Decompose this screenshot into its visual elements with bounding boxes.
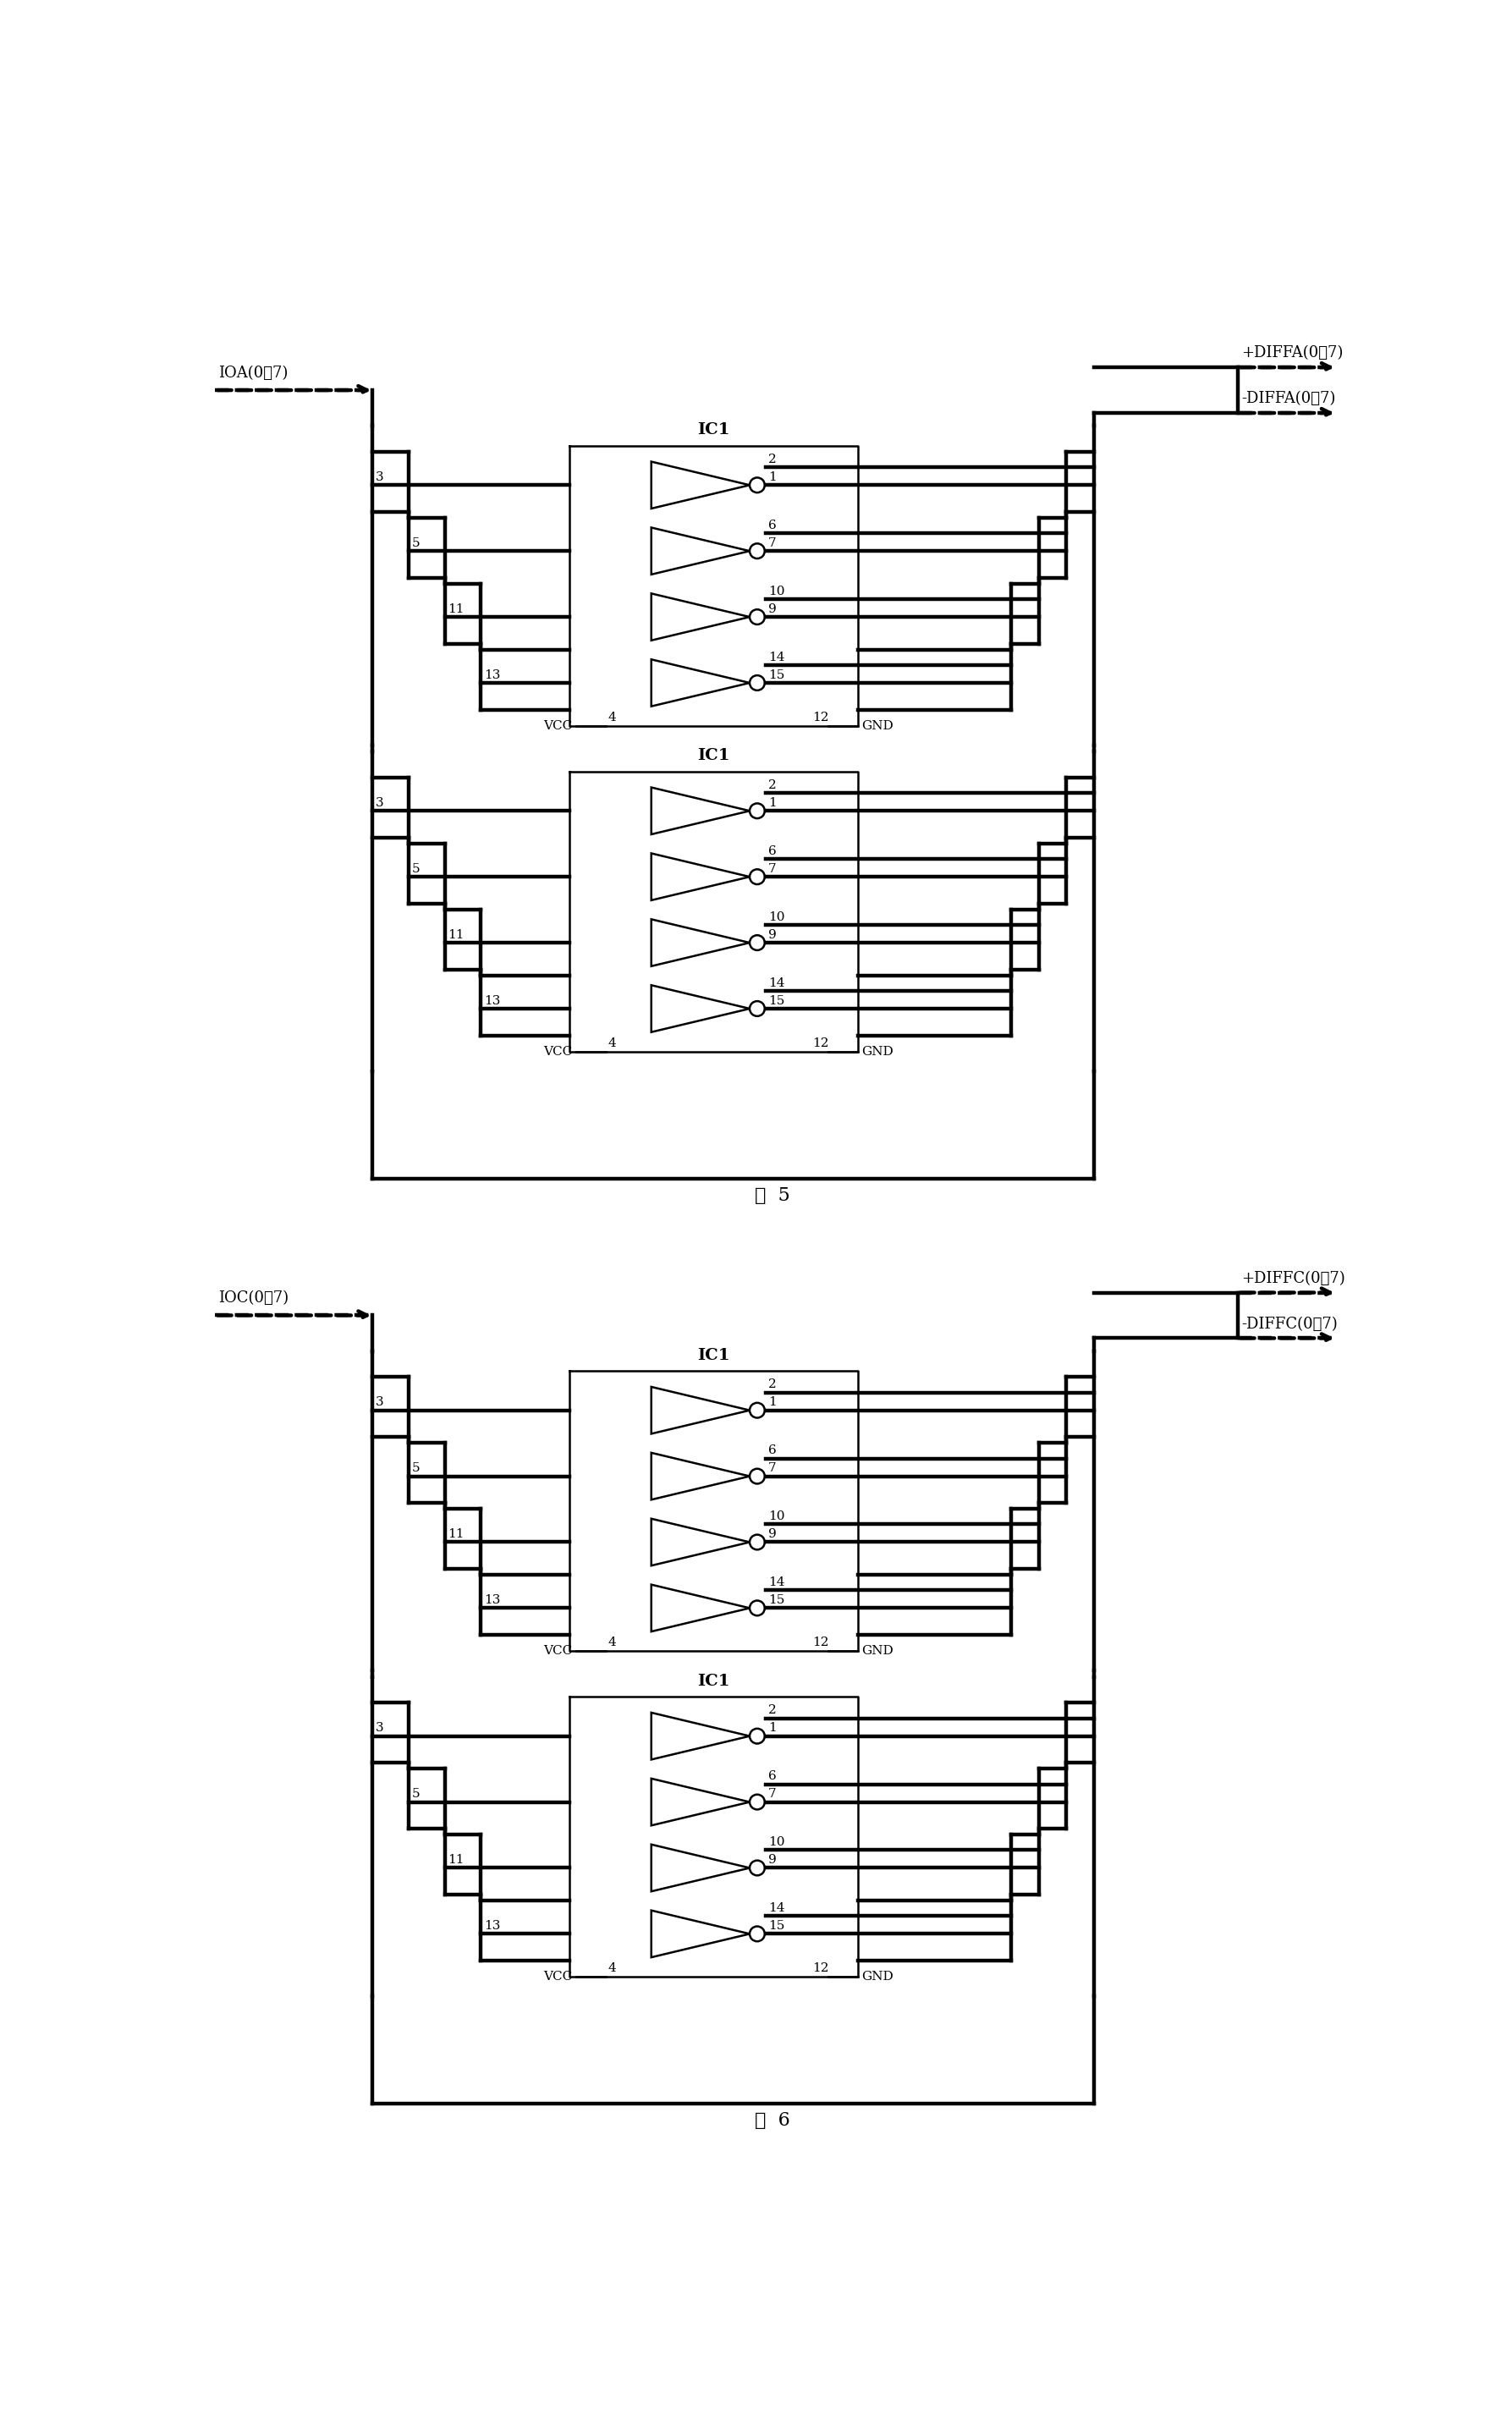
Text: 14: 14 bbox=[768, 1902, 785, 1914]
Text: 12: 12 bbox=[812, 1036, 829, 1048]
Text: 3: 3 bbox=[376, 798, 384, 808]
Text: 9: 9 bbox=[768, 929, 776, 941]
Text: 14: 14 bbox=[768, 978, 785, 990]
Text: 15: 15 bbox=[768, 1594, 785, 1606]
Text: 4: 4 bbox=[608, 1963, 617, 1975]
Text: 1: 1 bbox=[768, 471, 776, 483]
Text: 图  6: 图 6 bbox=[754, 2111, 791, 2130]
Text: 3: 3 bbox=[376, 471, 384, 483]
Text: 13: 13 bbox=[484, 1919, 500, 1931]
Text: 2: 2 bbox=[768, 1378, 776, 1390]
Text: 14: 14 bbox=[768, 1577, 785, 1589]
Text: VCC: VCC bbox=[544, 1046, 573, 1058]
Text: 12: 12 bbox=[812, 1638, 829, 1647]
Text: 11: 11 bbox=[448, 929, 464, 941]
Text: 6: 6 bbox=[768, 1443, 776, 1456]
Text: GND: GND bbox=[862, 1970, 894, 1982]
Text: GND: GND bbox=[862, 721, 894, 733]
Text: IC1: IC1 bbox=[697, 747, 730, 764]
Text: +DIFFC(0～7): +DIFFC(0～7) bbox=[1241, 1271, 1346, 1286]
Text: 6: 6 bbox=[768, 844, 776, 856]
Text: 7: 7 bbox=[768, 1463, 776, 1475]
Text: 4: 4 bbox=[608, 1036, 617, 1048]
Text: 12: 12 bbox=[812, 711, 829, 723]
Text: IC1: IC1 bbox=[697, 1674, 730, 1688]
Text: 10: 10 bbox=[768, 1511, 785, 1524]
Text: +DIFFA(0～7): +DIFFA(0～7) bbox=[1241, 344, 1343, 361]
Text: 9: 9 bbox=[768, 1853, 776, 1866]
Text: 14: 14 bbox=[768, 650, 785, 662]
Text: 7: 7 bbox=[768, 536, 776, 548]
Text: VCC: VCC bbox=[544, 721, 573, 733]
Text: 图  5: 图 5 bbox=[754, 1186, 791, 1206]
Text: 2: 2 bbox=[768, 1705, 776, 1715]
Text: 9: 9 bbox=[768, 1528, 776, 1541]
Text: GND: GND bbox=[862, 1645, 894, 1657]
Text: -DIFFC(0～7): -DIFFC(0～7) bbox=[1241, 1317, 1338, 1332]
Text: 7: 7 bbox=[768, 864, 776, 876]
Text: 2: 2 bbox=[768, 779, 776, 791]
Text: 13: 13 bbox=[484, 1594, 500, 1606]
Text: 15: 15 bbox=[768, 995, 785, 1007]
Text: 2: 2 bbox=[768, 454, 776, 466]
Text: 5: 5 bbox=[411, 1463, 420, 1475]
Text: 15: 15 bbox=[768, 1919, 785, 1931]
Text: 1: 1 bbox=[768, 1397, 776, 1410]
Text: 3: 3 bbox=[376, 1722, 384, 1735]
Text: 10: 10 bbox=[768, 912, 785, 922]
Text: 5: 5 bbox=[411, 536, 420, 548]
Text: 13: 13 bbox=[484, 670, 500, 682]
Text: GND: GND bbox=[862, 1046, 894, 1058]
Text: IOC(0～7): IOC(0～7) bbox=[219, 1291, 289, 1305]
Text: 4: 4 bbox=[608, 711, 617, 723]
Text: 10: 10 bbox=[768, 585, 785, 597]
Text: VCC: VCC bbox=[544, 1970, 573, 1982]
Text: 13: 13 bbox=[484, 995, 500, 1007]
Text: 10: 10 bbox=[768, 1836, 785, 1849]
Text: 3: 3 bbox=[376, 1397, 384, 1410]
Text: IOA(0～7): IOA(0～7) bbox=[219, 366, 289, 381]
Text: -DIFFA(0～7): -DIFFA(0～7) bbox=[1241, 391, 1335, 408]
Text: 6: 6 bbox=[768, 1771, 776, 1783]
Text: 5: 5 bbox=[411, 1788, 420, 1800]
Text: 5: 5 bbox=[411, 864, 420, 876]
Text: 4: 4 bbox=[608, 1638, 617, 1647]
Text: 1: 1 bbox=[768, 798, 776, 808]
Text: IC1: IC1 bbox=[697, 1349, 730, 1363]
Text: 11: 11 bbox=[448, 604, 464, 614]
Text: IC1: IC1 bbox=[697, 422, 730, 437]
Text: 12: 12 bbox=[812, 1963, 829, 1975]
Text: 11: 11 bbox=[448, 1528, 464, 1541]
Text: VCC: VCC bbox=[544, 1645, 573, 1657]
Text: 15: 15 bbox=[768, 670, 785, 682]
Text: 1: 1 bbox=[768, 1722, 776, 1735]
Text: 7: 7 bbox=[768, 1788, 776, 1800]
Text: 9: 9 bbox=[768, 604, 776, 614]
Text: 6: 6 bbox=[768, 519, 776, 531]
Text: 11: 11 bbox=[448, 1853, 464, 1866]
